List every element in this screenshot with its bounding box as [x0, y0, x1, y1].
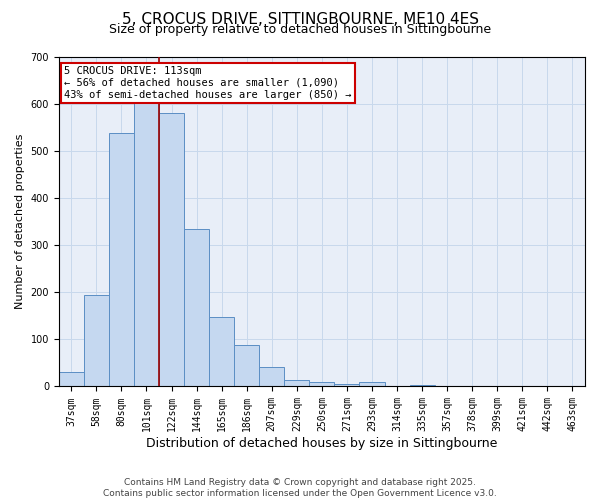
Bar — [234, 345, 259, 387]
Y-axis label: Number of detached properties: Number of detached properties — [15, 134, 25, 309]
Bar — [134, 81, 159, 386]
Bar — [209, 316, 234, 386]
Bar — [334, 384, 359, 386]
Text: Contains HM Land Registry data © Crown copyright and database right 2025.
Contai: Contains HM Land Registry data © Crown c… — [103, 478, 497, 498]
Bar — [410, 384, 434, 386]
X-axis label: Distribution of detached houses by size in Sittingbourne: Distribution of detached houses by size … — [146, 437, 497, 450]
Bar — [310, 382, 334, 386]
Bar — [109, 134, 134, 386]
Bar — [84, 296, 109, 386]
Text: 5, CROCUS DRIVE, SITTINGBOURNE, ME10 4ES: 5, CROCUS DRIVE, SITTINGBOURNE, ME10 4ES — [121, 12, 479, 28]
Bar — [184, 228, 209, 386]
Bar — [359, 382, 385, 386]
Text: 5 CROCUS DRIVE: 113sqm
← 56% of detached houses are smaller (1,090)
43% of semi-: 5 CROCUS DRIVE: 113sqm ← 56% of detached… — [64, 66, 352, 100]
Text: Size of property relative to detached houses in Sittingbourne: Size of property relative to detached ho… — [109, 22, 491, 36]
Bar — [59, 372, 84, 386]
Bar — [284, 380, 310, 386]
Bar — [159, 113, 184, 386]
Bar — [259, 366, 284, 386]
